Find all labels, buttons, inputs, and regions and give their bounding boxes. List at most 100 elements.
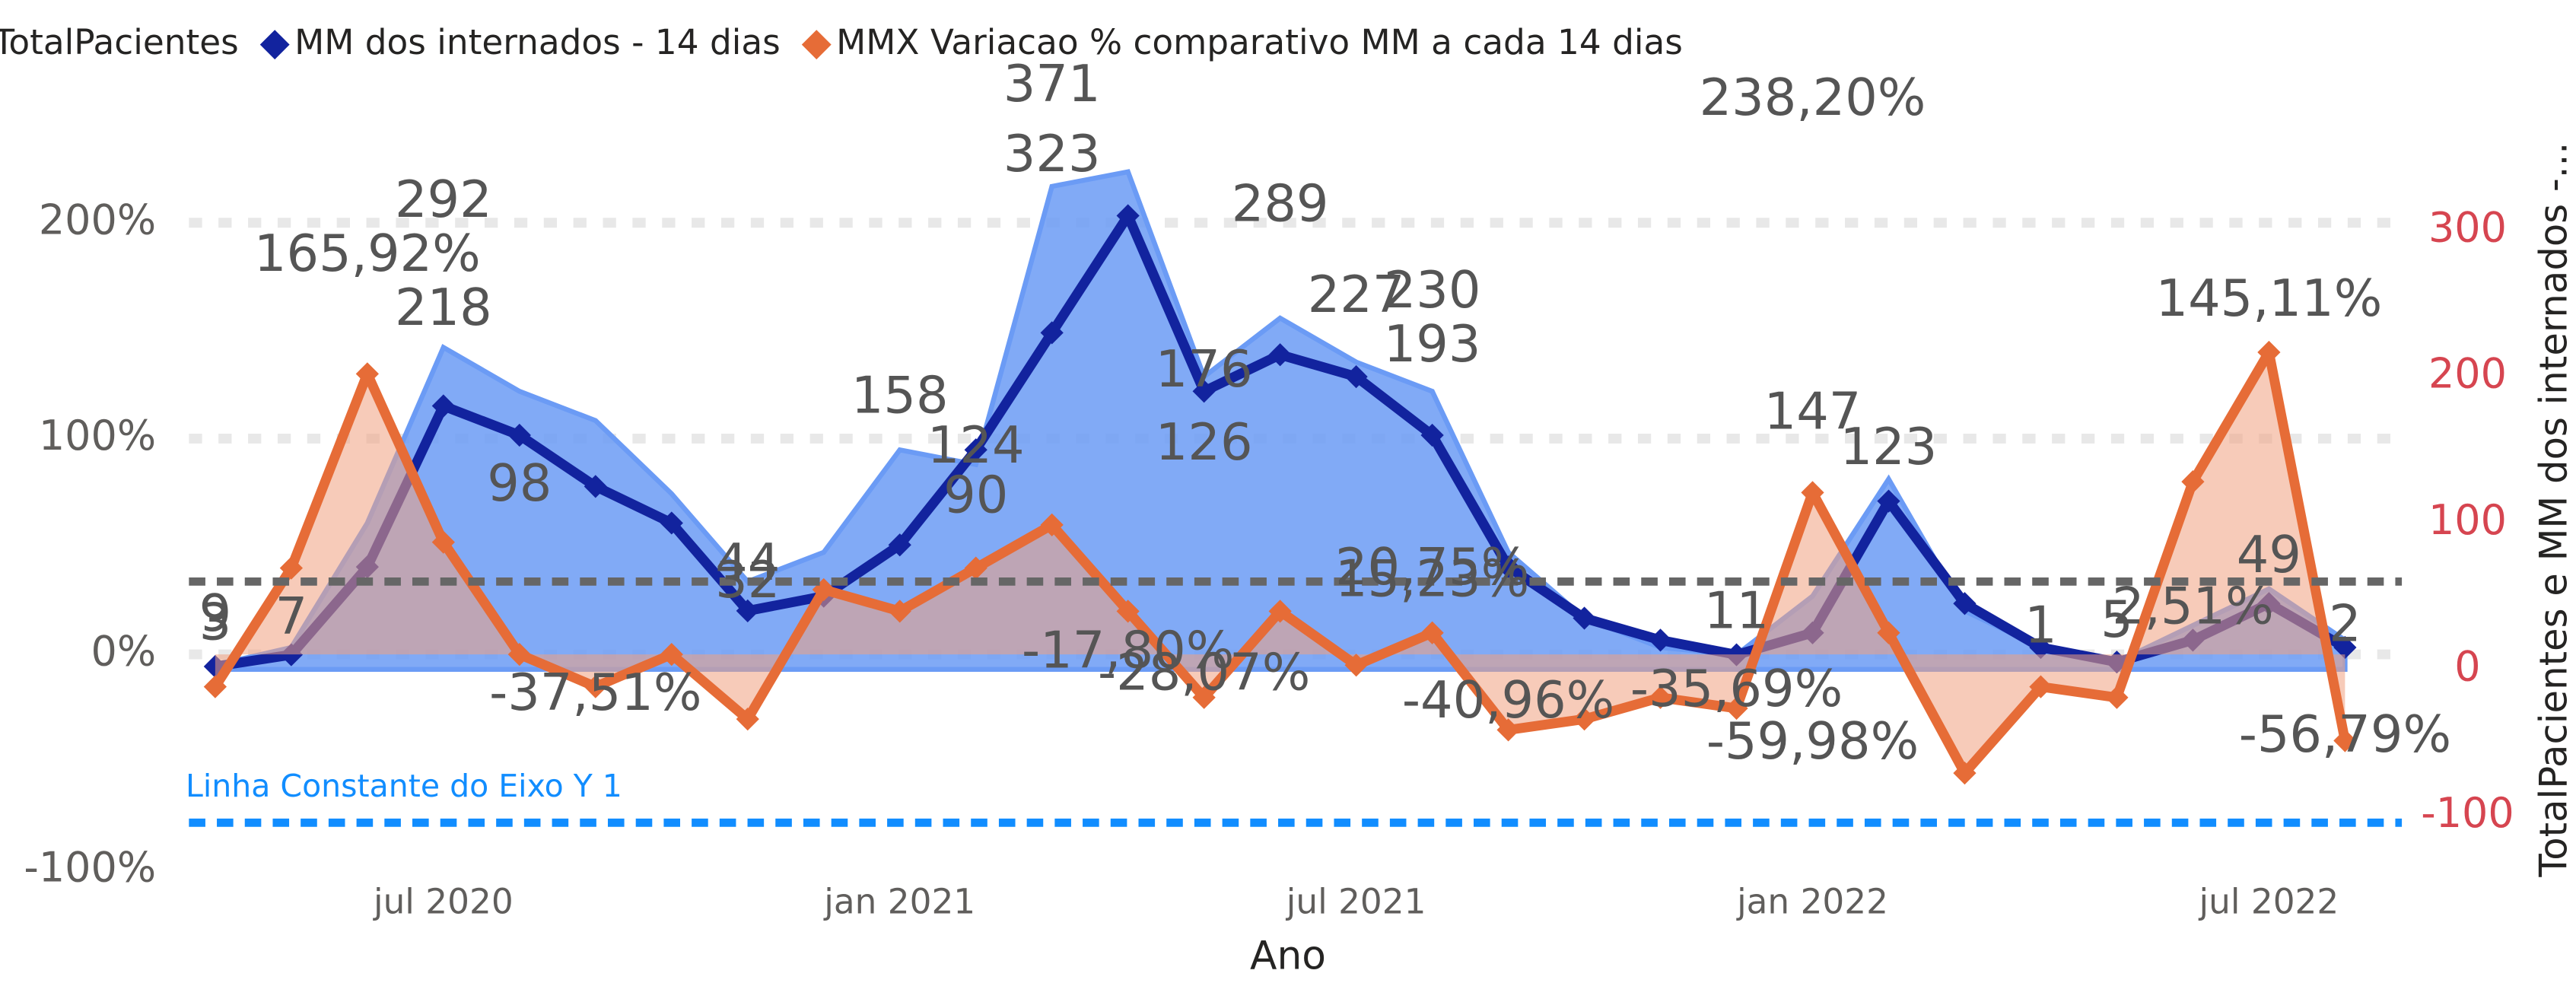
point xyxy=(812,577,835,602)
reference-label: Linha Constante do Eixo Y 1 xyxy=(186,768,622,804)
point xyxy=(431,394,455,418)
data-label: 15,23% xyxy=(1335,549,1529,609)
y-tick-label: 100% xyxy=(39,412,156,460)
point xyxy=(1649,628,1672,652)
point xyxy=(2105,686,2129,709)
data-label: 20,75% xyxy=(1335,537,1529,596)
data-label: -56,79% xyxy=(2239,705,2451,764)
data-label: -28,07% xyxy=(1098,642,1310,701)
point xyxy=(1649,686,1672,709)
point xyxy=(1040,321,1064,345)
point xyxy=(1725,696,1748,721)
point xyxy=(1877,621,1900,644)
legend-marker xyxy=(259,30,290,60)
data-label: 371 xyxy=(1003,54,1101,113)
data-label: 227 xyxy=(1308,265,1405,324)
point xyxy=(1877,489,1900,513)
y2-tick-label: 300 xyxy=(2428,203,2507,251)
data-label: 145,11% xyxy=(2155,269,2382,328)
data-label: 230 xyxy=(1384,260,1481,320)
point xyxy=(1268,600,1292,623)
data-label: -37,51% xyxy=(489,663,701,722)
point xyxy=(964,556,987,580)
x-axis-title: Ano xyxy=(1250,933,1326,978)
point xyxy=(507,423,531,447)
point xyxy=(1801,481,1824,504)
point xyxy=(660,642,683,666)
data-label: 323 xyxy=(1003,124,1101,183)
point xyxy=(1040,513,1064,537)
y2-axis-title: TotalPacientes e MM dos internados -... xyxy=(2532,142,2576,878)
data-label: 193 xyxy=(1384,314,1481,374)
point xyxy=(1420,423,1444,447)
data-label: 7 xyxy=(275,587,308,646)
y-tick-label: -100% xyxy=(24,843,156,891)
point xyxy=(1420,621,1444,644)
legend-marker xyxy=(801,30,832,60)
data-label: 11 xyxy=(1704,581,1769,640)
data-label: 98 xyxy=(487,453,552,513)
data-label: 165,92% xyxy=(254,224,481,283)
point xyxy=(1953,761,1977,785)
point xyxy=(584,675,607,698)
y2-tick-label: 0 xyxy=(2454,642,2480,690)
point xyxy=(2029,635,2053,660)
y2-tick-label: 100 xyxy=(2428,496,2507,544)
data-label: 292 xyxy=(395,170,492,229)
x-tick-label: jul 2020 xyxy=(373,882,514,922)
variation-area xyxy=(215,352,2345,774)
data-label: -40,96% xyxy=(1402,670,1614,730)
y2-tick-label: 200 xyxy=(2428,350,2507,398)
data-label: 9 xyxy=(199,584,232,643)
data-label: 158 xyxy=(851,366,949,425)
data-label: 1 xyxy=(2024,596,2057,655)
legend-label: MM dos internados - 14 dias xyxy=(294,22,781,62)
point xyxy=(660,511,683,535)
data-label: -17,80% xyxy=(1022,620,1234,679)
data-label: 289 xyxy=(1232,174,1329,234)
point xyxy=(431,530,455,554)
point xyxy=(1116,204,1140,227)
x-tick-label: jan 2022 xyxy=(1736,882,1888,922)
legend-label: TotalPacientes xyxy=(0,22,239,62)
data-label: 49 xyxy=(2237,525,2301,584)
data-label: 44 xyxy=(715,533,780,592)
data-label: 5 xyxy=(2101,590,2133,649)
point xyxy=(1573,708,1596,731)
data-label: 123 xyxy=(1840,417,1938,476)
x-tick-label: jul 2022 xyxy=(2199,882,2339,922)
point xyxy=(1192,380,1216,403)
point xyxy=(2029,675,2053,698)
point xyxy=(964,438,987,462)
y2-tick-label: -100 xyxy=(2421,789,2514,837)
point xyxy=(736,708,759,731)
point xyxy=(1573,606,1596,630)
point xyxy=(1496,718,1520,742)
point xyxy=(2333,635,2357,660)
point xyxy=(736,599,759,622)
point xyxy=(507,642,531,666)
x-tick-label: jan 2021 xyxy=(823,882,975,922)
data-label: 2 xyxy=(2329,594,2361,654)
y-tick-label: 0% xyxy=(91,628,157,676)
point xyxy=(1192,686,1216,709)
data-label: 126 xyxy=(1156,412,1253,472)
data-label: -35,69% xyxy=(1630,659,1843,718)
data-label: 176 xyxy=(1156,339,1253,399)
point xyxy=(1116,600,1140,623)
data-label: 124 xyxy=(927,415,1025,475)
point xyxy=(2181,470,2205,494)
point xyxy=(1268,343,1292,367)
data-label: 90 xyxy=(943,465,1008,524)
y-tick-label: 200% xyxy=(39,196,156,243)
point xyxy=(279,556,303,580)
point xyxy=(1953,592,1977,616)
point xyxy=(355,362,379,386)
x-tick-label: jul 2021 xyxy=(1286,882,1426,922)
point xyxy=(2333,729,2357,752)
data-label: -59,98% xyxy=(1706,711,1919,771)
data-label: 147 xyxy=(1764,382,1862,441)
data-label: 218 xyxy=(395,278,492,337)
point xyxy=(2257,340,2281,364)
